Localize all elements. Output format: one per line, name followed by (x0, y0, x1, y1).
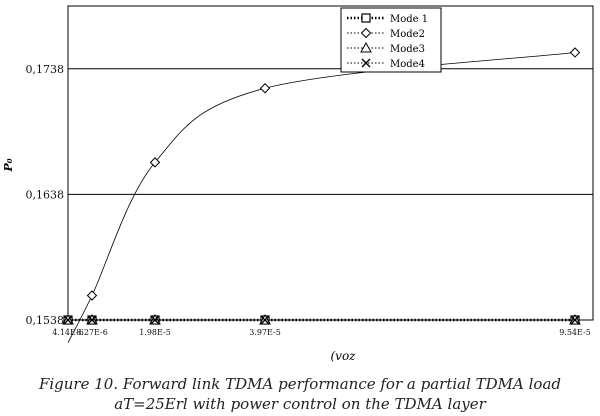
y-axis-label: P₀ (2, 158, 15, 172)
x-tick-labels: 4.14E-68.27E-6 1.98E-5 3.97E-5 9.54E-5 (52, 328, 591, 337)
legend-entry-mode3: Mode3 (347, 41, 425, 55)
data-point-x (570, 315, 580, 325)
data-point-x (361, 58, 371, 68)
y-tick-label: 0,1738 (26, 63, 65, 76)
data-point-diamond (569, 47, 581, 58)
legend-label: Mode3 (390, 44, 425, 55)
y-tick-labels: 0,1538 0,1638 0,1738 (26, 63, 65, 327)
legend-entry-mode2: Mode2 (347, 27, 425, 40)
x-axis-label: (voz (330, 349, 356, 363)
caption-line-1: Figure 10. Forward link TDMA performance… (38, 375, 562, 393)
legend-entry-mode-1: Mode 1 (347, 13, 428, 25)
x-tick-label: 9.54E-5 (559, 328, 591, 337)
legend: Mode 1 Mode2 Mode3 Mode4 (340, 7, 442, 73)
x-tick-label: 1.98E-5 (139, 328, 171, 337)
data-point-x (87, 315, 97, 325)
x-tick-label: 3.97E-5 (249, 328, 281, 337)
legend-label: Mode2 (390, 29, 425, 40)
legend-entry-mode4: Mode4 (347, 58, 425, 70)
series-mode4 (63, 315, 580, 325)
plot-area (67, 5, 594, 321)
data-point-x (150, 315, 160, 325)
data-point-square (361, 13, 371, 23)
legend-label: Mode 1 (390, 14, 428, 25)
data-point-x (260, 315, 270, 325)
data-point-diamond (86, 290, 98, 301)
data-point-diamond (259, 83, 271, 94)
y-tick-label: 0,1638 (26, 188, 65, 201)
y-tick-label: 0,1538 (26, 314, 65, 327)
data-point-triangle (360, 41, 372, 53)
grid-lines (68, 68, 593, 195)
legend-label: Mode4 (390, 59, 425, 70)
series-group (62, 47, 581, 343)
data-point-diamond (149, 157, 161, 168)
x-tick-label: 8.27E-6 (76, 328, 108, 337)
caption-line-2: aT=25Erl with power control on the TDMA … (114, 395, 486, 413)
data-point-x (63, 315, 73, 325)
x-tick-label: 4.14E-6 (52, 328, 84, 337)
chart: 0,1538 0,1638 0,1738 4.14E-68.27E-6 1.98E-5… (2, 5, 594, 363)
data-point-diamond (360, 27, 372, 39)
